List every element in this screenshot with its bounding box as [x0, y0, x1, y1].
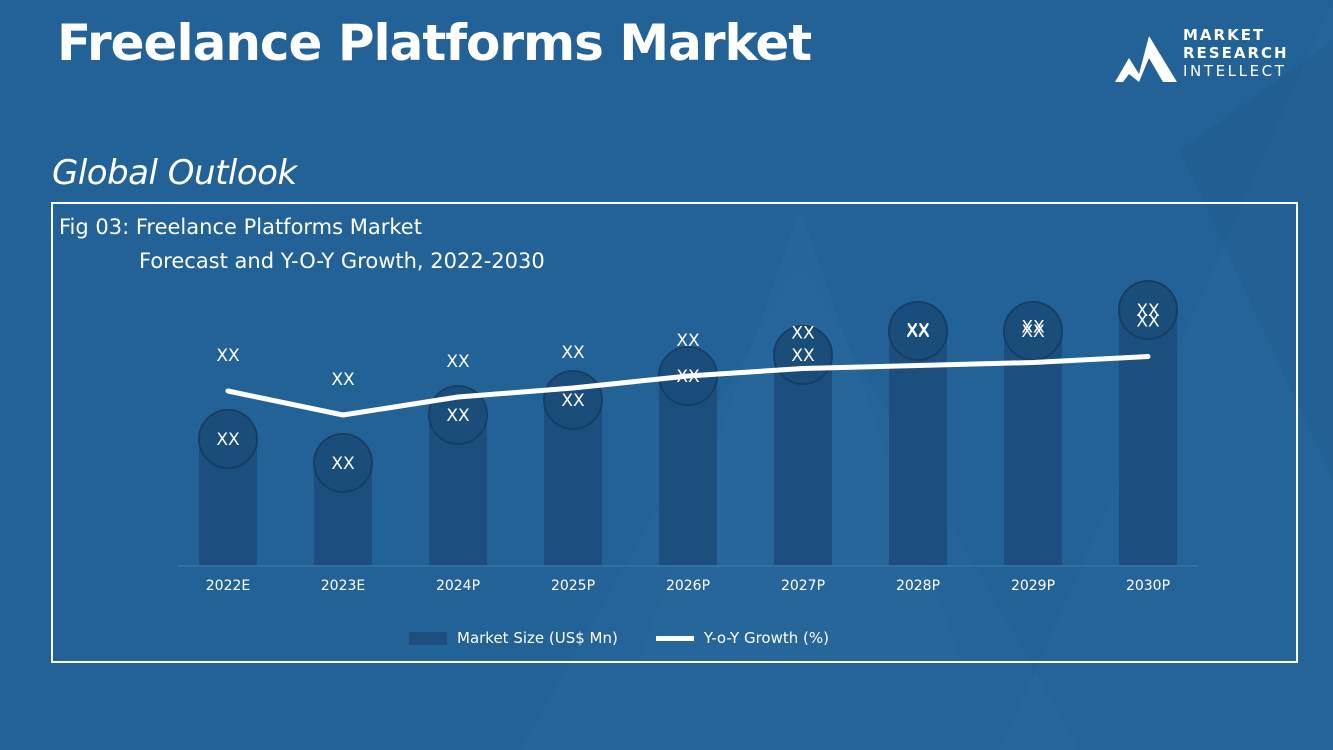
- chart-plot: XX 2022E XX 2023E XX 2024P XX 2025P XX 2026P XX 202…: [178, 280, 1198, 594]
- x-tick-label-2029P: 2029P: [1011, 578, 1055, 594]
- growth-line: [225, 354, 1151, 418]
- chart-title: Fig 03: Freelance Platforms Market: [59, 215, 422, 239]
- bar-value-label-2030P: XX: [1136, 301, 1160, 321]
- logo-mountain-icon: [1115, 36, 1177, 82]
- bar-2029P: [1004, 331, 1062, 565]
- chart-subtitle: Forecast and Y-O-Y Growth, 2022-2030: [139, 249, 545, 273]
- x-tick-label-2028P: 2028P: [896, 578, 940, 594]
- x-tick-label-2030P: 2030P: [1126, 578, 1170, 594]
- bar-bubble-2022E: [198, 409, 258, 469]
- logo-line-1: MARKET: [1183, 26, 1266, 44]
- growth-value-label-2030P: XX: [1136, 312, 1160, 332]
- brand-logo: MARKET RESEARCH INTELLECT: [1115, 26, 1300, 86]
- logo-text: MARKET RESEARCH INTELLECT: [1183, 26, 1289, 80]
- growth-value-label-2024P: XX: [446, 352, 470, 372]
- legend-bar-label: Market Size (US$ Mn): [457, 629, 618, 647]
- chart-legend: Market Size (US$ Mn) Y-o-Y Growth (%): [409, 626, 829, 650]
- bar-2026P: [659, 376, 717, 565]
- x-tick-label-2026P: 2026P: [666, 578, 710, 594]
- legend-bar-swatch: [409, 631, 447, 645]
- bar-value-label-2029P: XX: [1021, 322, 1045, 342]
- bar-bubble-2028P: [888, 301, 948, 361]
- bar-value-label-2022E: XX: [216, 430, 240, 450]
- bar-value-label-2027P: XX: [791, 346, 815, 366]
- section-heading: Global Outlook: [52, 153, 297, 193]
- x-tick-label-2022E: 2022E: [206, 578, 250, 594]
- bar-value-label-2024P: XX: [446, 406, 470, 426]
- logo-line-2: RESEARCH: [1183, 44, 1289, 62]
- bar-value-label-2025P: XX: [561, 391, 585, 411]
- chart-caption: Fig 03: Freelance Platforms Market Forec…: [59, 210, 545, 278]
- bar-2028P: [889, 331, 947, 565]
- growth-value-label-2029P: XX: [1021, 318, 1045, 338]
- growth-value-label-2022E: XX: [216, 346, 240, 366]
- x-tick-label-2025P: 2025P: [551, 578, 595, 594]
- bar-value-label-2023E: XX: [331, 454, 355, 474]
- x-tick-label-2023E: 2023E: [321, 578, 365, 594]
- growth-value-label-2026P: XX: [676, 331, 700, 351]
- growth-value-label-2025P: XX: [561, 343, 585, 363]
- bar-value-label-2028P: XX: [906, 322, 930, 342]
- x-tick-label-2027P: 2027P: [781, 578, 825, 594]
- bar-2030P: [1119, 310, 1177, 565]
- bar-bubble-2023E: [313, 433, 373, 493]
- bar-2027P: [774, 355, 832, 565]
- growth-value-label-2027P: XX: [791, 324, 815, 344]
- bar-bubble-2030P: [1118, 280, 1178, 340]
- legend-line-swatch: [655, 635, 694, 641]
- growth-value-label-2028P: XX: [906, 321, 930, 341]
- logo-line-3: INTELLECT: [1183, 62, 1287, 80]
- x-tick-label-2024P: 2024P: [436, 578, 480, 594]
- chart-container: Fig 03: Freelance Platforms Market Forec…: [51, 202, 1298, 663]
- legend-line-label: Y-o-Y Growth (%): [703, 629, 829, 647]
- growth-value-label-2023E: XX: [331, 370, 355, 390]
- page-title: Freelance Platforms Market: [57, 14, 812, 72]
